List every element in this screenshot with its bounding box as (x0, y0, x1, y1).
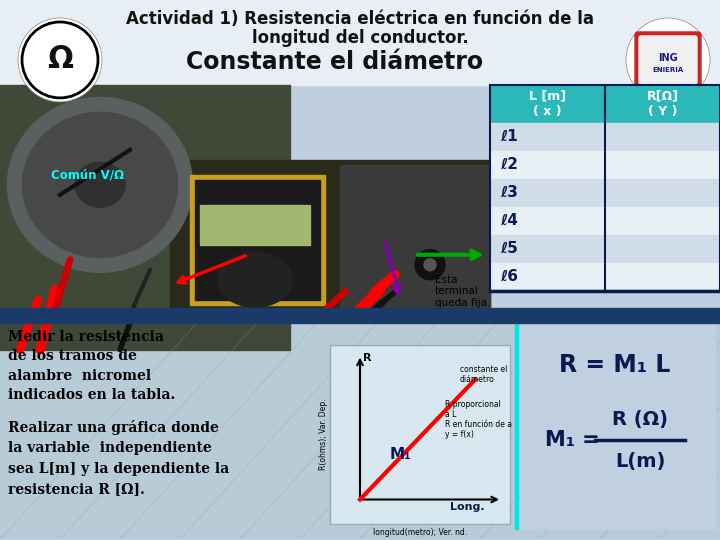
Text: Actividad 1) Resistencia eléctrica en función de la: Actividad 1) Resistencia eléctrica en fu… (126, 10, 594, 28)
Bar (195, 180, 320, 300)
FancyBboxPatch shape (639, 36, 697, 84)
Ellipse shape (22, 112, 178, 257)
Bar (330, 345, 510, 524)
Text: R (Ω): R (Ω) (612, 410, 668, 429)
Text: ℓ5: ℓ5 (500, 241, 518, 256)
Bar (490, 151, 720, 179)
Bar (0, 320, 720, 539)
Text: M₁ =: M₁ = (545, 429, 600, 450)
Text: ℓ1: ℓ1 (500, 130, 518, 144)
Text: Long.: Long. (450, 502, 485, 511)
Text: Constante el diámetro: Constante el diámetro (186, 50, 484, 74)
Bar (170, 160, 490, 315)
Text: L(m): L(m) (615, 452, 665, 471)
Ellipse shape (7, 97, 192, 272)
Bar (490, 263, 720, 291)
Text: R = M₁ L: R = M₁ L (559, 353, 671, 376)
Ellipse shape (415, 250, 445, 280)
Bar (515, 320, 518, 530)
Bar (0, 85, 290, 350)
Ellipse shape (424, 259, 436, 271)
Bar (515, 320, 715, 530)
Text: ℓ4: ℓ4 (500, 213, 518, 228)
Circle shape (626, 18, 710, 102)
Bar (340, 165, 490, 310)
Text: constante el
diámetro: constante el diámetro (460, 364, 508, 384)
Bar (490, 179, 720, 207)
Bar (490, 123, 720, 151)
Bar (490, 235, 720, 263)
Bar (490, 85, 720, 123)
Text: ℓ2: ℓ2 (500, 157, 518, 172)
Text: Esta
terminal
queda fija.: Esta terminal queda fija. (435, 275, 490, 308)
Circle shape (18, 18, 102, 102)
Bar (200, 205, 310, 245)
Text: Medir la resistencia
de los tramos de
alambre  nicromel
indicados en la tabla.: Medir la resistencia de los tramos de al… (8, 330, 176, 402)
Text: R(ohms); Var. Dep.: R(ohms); Var. Dep. (319, 399, 328, 470)
Text: R[Ω]
( Y ): R[Ω] ( Y ) (647, 90, 678, 118)
Bar (490, 207, 720, 235)
Bar (0, 0, 720, 85)
Text: ENIERIA: ENIERIA (652, 67, 683, 73)
Text: Ω: Ω (47, 45, 73, 75)
Text: R proporcional
a L: R proporcional a L (445, 400, 501, 419)
Ellipse shape (217, 252, 292, 307)
Text: ING: ING (658, 53, 678, 63)
Bar (190, 175, 325, 305)
Text: Común V/Ω: Común V/Ω (51, 168, 125, 181)
Bar (490, 85, 720, 291)
Ellipse shape (75, 163, 125, 207)
Text: L [m]
( x ): L [m] ( x ) (529, 90, 566, 118)
Text: ℓ3: ℓ3 (500, 185, 518, 200)
Text: R en función de a
y = f(x): R en función de a y = f(x) (445, 420, 512, 439)
Text: Realizar una gráfica donde
la variable  independiente
sea L[m] y la dependiente : Realizar una gráfica donde la variable i… (8, 420, 229, 496)
Text: R: R (363, 353, 372, 363)
FancyBboxPatch shape (635, 32, 701, 88)
Text: ℓ6: ℓ6 (500, 269, 518, 284)
Text: longitud(metro); Ver. nd.: longitud(metro); Ver. nd. (373, 529, 467, 537)
Bar (0, 308, 720, 323)
Text: M₁: M₁ (390, 447, 412, 462)
Text: longitud del conductor.: longitud del conductor. (251, 29, 469, 47)
